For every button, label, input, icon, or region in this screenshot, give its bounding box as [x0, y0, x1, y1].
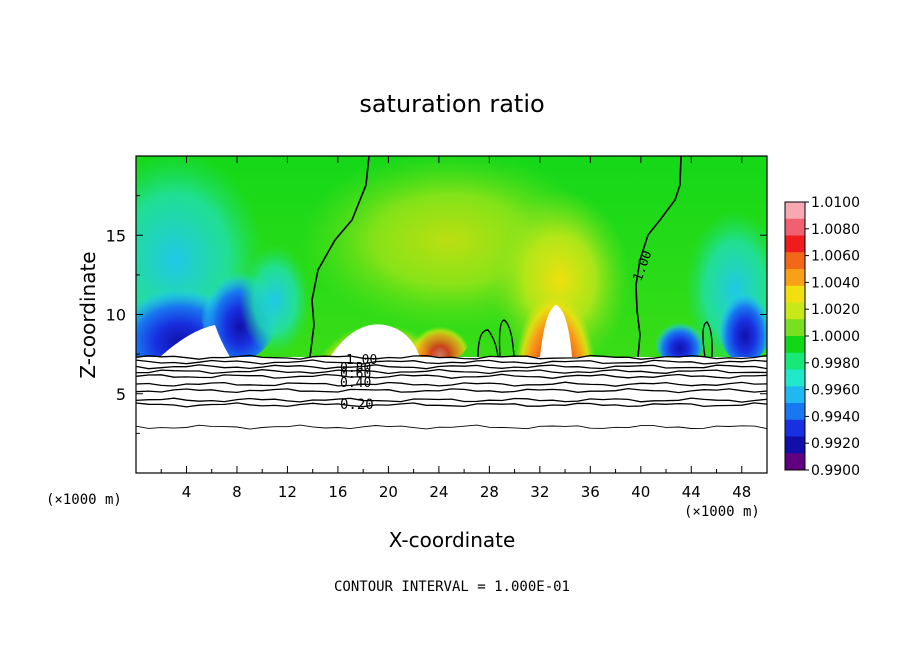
- contour-label-0-80: 0.80: [340, 361, 371, 376]
- masked-bump-2: [540, 305, 572, 357]
- colorbar-swatch: [785, 319, 805, 337]
- contour-interval-note: CONTOUR INTERVAL = 1.000E-01: [334, 579, 570, 595]
- dry-region-mid: [240, 245, 310, 355]
- x-tick-label: 8: [232, 483, 242, 501]
- colorbar-swatch: [785, 436, 805, 454]
- contour-line-0.4: [136, 387, 767, 394]
- x-tick-label: 36: [581, 483, 600, 501]
- y-axis-label: Z-coordinate: [76, 251, 100, 378]
- saturation-field: [136, 156, 767, 473]
- colorbar-swatch: [785, 352, 805, 370]
- chart-title: saturation ratio: [359, 90, 544, 118]
- colorbar-label: 0.9980: [811, 356, 860, 372]
- x-axis-ticks: 4 8 12 16 20 24 28 32 36 40 44 48: [160, 156, 751, 501]
- contour-line-0.1: [136, 424, 767, 430]
- x-tick-label: 48: [732, 483, 751, 501]
- colorbar-swatch: [785, 218, 805, 236]
- contour-line-0.7: [136, 368, 767, 375]
- contour-line-0.8: [136, 364, 767, 370]
- contour-label-0-20: 0.20: [340, 397, 374, 413]
- x-tick-label: 4: [182, 483, 192, 501]
- y-tick-label: 10: [106, 306, 126, 325]
- x-tick-label: 32: [530, 483, 549, 501]
- colorbar: 1.0100 1.0080 1.0060 1.0040 1.0020 1.0000 0.99…: [784, 195, 860, 479]
- contour-line-upper-5: [702, 321, 713, 358]
- colorbar-label: 0.9960: [811, 383, 860, 399]
- x-tick-label: 44: [682, 483, 701, 501]
- colorbar-swatch: [785, 419, 805, 437]
- colorbar-swatch: [785, 336, 805, 354]
- contour-line-upper-2: [635, 156, 682, 358]
- colorbar-label: 1.0100: [811, 195, 860, 211]
- y-axis-ticks: 5 10 15: [106, 195, 767, 434]
- colorbar-swatch: [785, 235, 805, 253]
- contour-line-0.3: [136, 397, 767, 403]
- contour-line-upper-1: [309, 156, 370, 358]
- colorbar-label: 0.9900: [811, 463, 860, 479]
- contour-line-upper-4: [498, 319, 515, 358]
- colorbar-swatch: [785, 403, 805, 421]
- colorbar-swatch: [785, 202, 805, 220]
- contour-label-0-60: 0.60: [340, 367, 371, 382]
- y-tick-label: 5: [116, 385, 126, 404]
- colorbar-label: 1.0020: [811, 302, 860, 318]
- contour-lines: [136, 354, 767, 430]
- x-axis-label: X-coordinate: [389, 528, 516, 552]
- x-tick-label: 28: [480, 483, 499, 501]
- dry-core-right: [717, 273, 767, 363]
- contour-label-top: 1.00: [346, 353, 377, 368]
- colorbar-swatch: [785, 269, 805, 287]
- colorbar-swatch: [785, 302, 805, 320]
- colorbar-label: 1.0040: [811, 275, 860, 291]
- colorbar-swatch: [785, 252, 805, 270]
- colorbar-swatch: [785, 369, 805, 387]
- x-tick-label: 16: [328, 483, 347, 501]
- y-tick-label: 15: [106, 226, 126, 245]
- contour-line-0.5: [136, 381, 767, 387]
- masked-bump-3: [160, 325, 230, 357]
- colorbar-label: 1.0060: [811, 249, 860, 265]
- colorbar-label: 0.9920: [811, 436, 860, 452]
- masked-bump-1: [330, 324, 420, 357]
- contour-line-0.2: [136, 402, 767, 408]
- x-tick-label: 24: [429, 483, 448, 501]
- colorbar-swatch: [785, 285, 805, 303]
- contour-line-0.6: [136, 373, 767, 379]
- x-tick-label: 40: [631, 483, 650, 501]
- colorbar-label: 1.0080: [811, 222, 860, 238]
- colorbar-swatch: [785, 453, 805, 471]
- colorbar-swatch: [785, 386, 805, 404]
- x-unit-right: (×1000 m): [684, 504, 760, 520]
- x-tick-label: 12: [278, 483, 297, 501]
- x-tick-label: 20: [379, 483, 398, 501]
- supersat-core-3: [410, 307, 470, 363]
- contour-line-upper-3: [477, 329, 499, 358]
- dry-core-right-2: [654, 312, 706, 364]
- colorbar-label: 1.0000: [811, 329, 860, 345]
- colorbar-label: 0.9940: [811, 409, 860, 425]
- x-unit-left: (×1000 m): [46, 492, 122, 508]
- contour-label-0-40: 0.40: [340, 376, 371, 391]
- contour-line-0.9: [136, 359, 767, 365]
- contour-line-1.0: [136, 354, 767, 360]
